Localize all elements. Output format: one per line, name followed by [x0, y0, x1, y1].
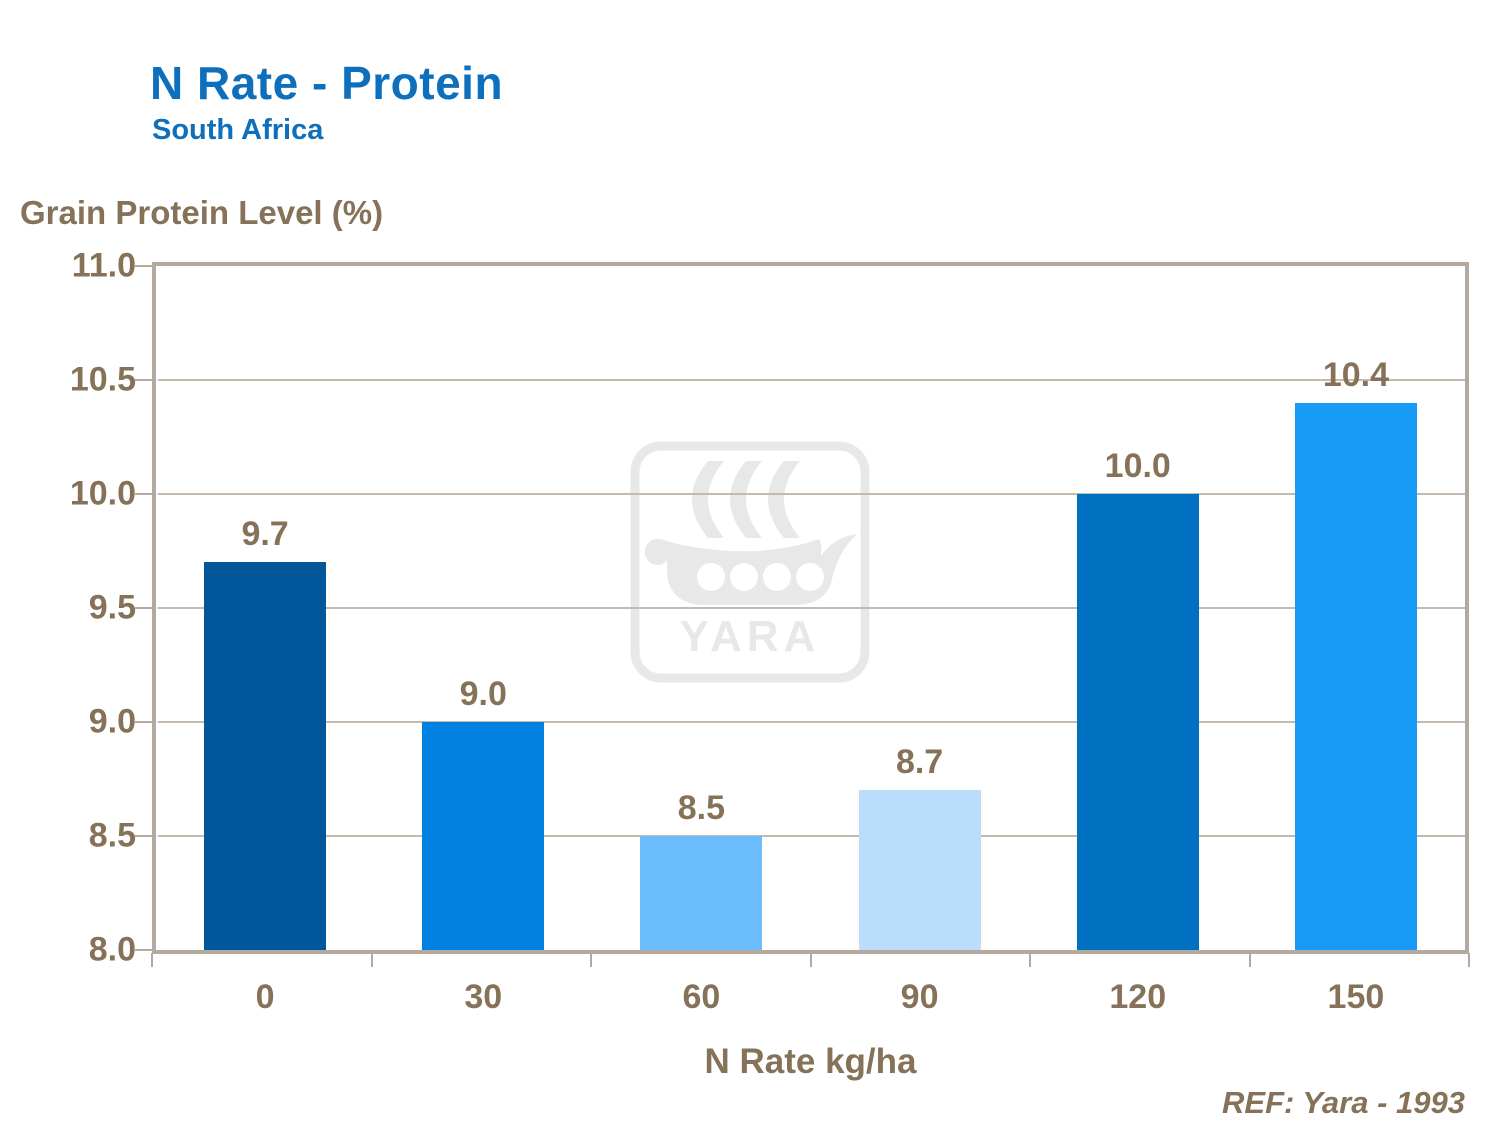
y-axis-tick	[135, 721, 154, 723]
bar-n120	[1076, 494, 1199, 950]
bar-value-label: 8.7	[895, 743, 944, 782]
viking-ship-icon	[644, 461, 857, 605]
x-axis-tick	[1029, 953, 1031, 967]
y-axis-tick	[135, 493, 154, 495]
x-axis-tick-label: 30	[464, 978, 503, 1016]
y-axis-tick	[135, 949, 154, 951]
page-subtitle: South Africa	[152, 114, 324, 146]
bar-n90	[858, 790, 981, 950]
gridline	[156, 379, 1465, 381]
x-axis-tick	[1248, 953, 1251, 967]
bar-value-label: 9.7	[241, 515, 289, 554]
x-axis-tick-label: 60	[682, 978, 721, 1016]
x-axis-tick	[590, 953, 592, 967]
bar-value-label: 10.4	[1322, 355, 1389, 394]
x-axis-tick-label: 120	[1109, 978, 1167, 1016]
watermark-brand-text: YARA	[680, 612, 821, 661]
y-axis-tick	[135, 835, 154, 837]
y-axis-tick-label: 10.5	[69, 360, 136, 399]
bar-n30	[422, 722, 545, 950]
gridline	[156, 493, 1465, 495]
x-axis-tick-label: 150	[1327, 978, 1385, 1016]
bar-n0	[204, 562, 327, 950]
gridline	[156, 607, 1465, 609]
yara-logo-watermark-icon: YARA	[630, 441, 870, 683]
bar-value-label: 9.0	[459, 675, 507, 713]
y-axis-tick-label: 8.0	[88, 930, 136, 969]
x-axis-tick	[370, 953, 373, 967]
reference-note: REF: Yara - 1993	[1222, 1085, 1465, 1120]
gridline	[156, 835, 1465, 837]
y-axis-tick-label: 8.5	[88, 816, 136, 855]
x-axis-title: N Rate kg/ha	[704, 1042, 917, 1081]
y-axis-tick	[135, 379, 154, 381]
page-title: N Rate - Protein	[150, 57, 504, 109]
bar-value-label: 10.0	[1104, 447, 1171, 485]
y-axis-tick-label: 9.0	[88, 702, 136, 741]
x-axis-tick	[809, 953, 812, 967]
x-axis-tick-label: 90	[900, 978, 939, 1016]
bar-value-label: 8.5	[677, 789, 726, 827]
x-axis-tick	[1468, 953, 1470, 967]
gridline	[156, 721, 1465, 723]
y-axis-tick-label: 9.5	[88, 588, 136, 627]
x-axis-tick	[151, 953, 153, 967]
y-axis-tick-label: 11.0	[71, 246, 136, 285]
x-axis-tick-label: 0	[255, 978, 275, 1016]
y-axis-tick	[135, 265, 154, 267]
y-axis-tick-label: 10.0	[69, 474, 136, 513]
y-axis-title: Grain Protein Level (%)	[20, 194, 384, 231]
watermark-frame	[630, 441, 870, 683]
bar-n60	[640, 836, 763, 950]
bar-n150	[1294, 402, 1417, 950]
y-axis-tick	[135, 607, 154, 609]
